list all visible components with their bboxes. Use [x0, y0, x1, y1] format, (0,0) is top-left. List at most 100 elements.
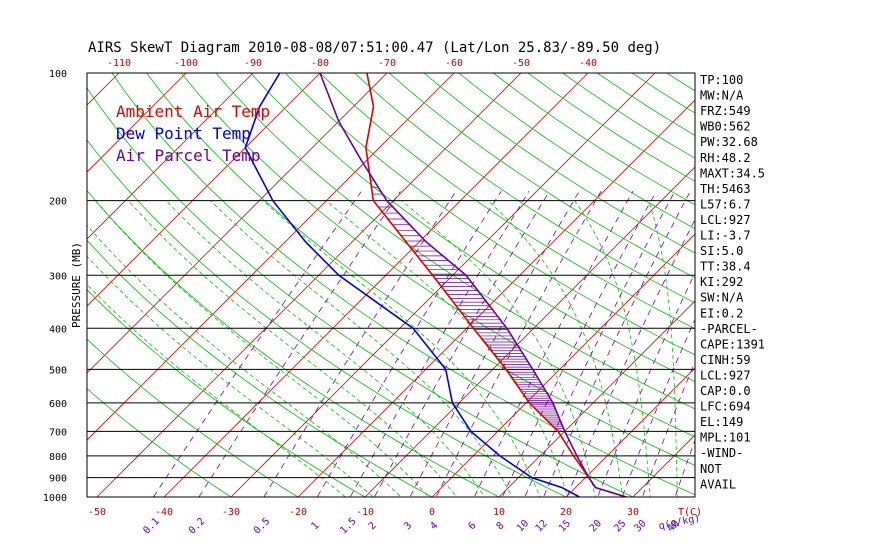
mixing-ratio-tick-label: 20 — [588, 518, 604, 534]
index-entry: LCL:927 — [700, 213, 751, 227]
mixing-ratio-line — [473, 191, 634, 497]
legend: Ambient Air Temp Dew Point Temp Air Parcel… — [116, 102, 270, 165]
pressure-tick-label: 900 — [49, 474, 67, 485]
isotherm-line — [87, 73, 321, 307]
mixing-ratio-tick-label: 2 — [367, 520, 379, 532]
dry-adiabat-line — [87, 239, 433, 497]
pressure-tick-label: 800 — [49, 452, 67, 463]
dry-adiabat-line — [215, 73, 695, 410]
legend-entry: Dew Point Temp — [116, 124, 251, 143]
bottom-temp-tick-label: -30 — [222, 507, 240, 518]
dry-adiabat-line — [423, 73, 695, 254]
isotherm-line — [163, 73, 589, 497]
mixing-ratio-tick-label: 15 — [557, 518, 573, 534]
x-axis-label: T(C) — [678, 507, 702, 518]
index-entry: MW:N/A — [700, 89, 744, 103]
top-temp-tick-label: -50 — [512, 58, 530, 69]
pressure-tick-label: 600 — [49, 399, 67, 410]
mixing-ratio-line — [263, 190, 457, 497]
isotherm-line — [565, 367, 695, 497]
mixing-ratio-line — [566, 218, 695, 497]
index-entry: SW:N/A — [700, 291, 744, 305]
mixing-ratio-tick-label: 0.5 — [252, 516, 273, 537]
index-entry: FRZ:549 — [700, 104, 751, 118]
index-entry: CAP:0.0 — [700, 384, 751, 398]
isotherm-line — [834, 73, 870, 497]
bottom-temp-tick-label: 0 — [429, 507, 435, 518]
bottom-temp-tick-label: -40 — [155, 507, 173, 518]
mixing-ratio-line — [597, 272, 695, 497]
pressure-tick-label: 700 — [49, 427, 67, 438]
mixing-ratio-tick-label: 12 — [534, 518, 550, 534]
isotherm-line — [87, 73, 187, 173]
bottom-temp-tick-label: 20 — [560, 507, 572, 518]
moist-adiabat-line — [87, 255, 374, 497]
mixing-ratio-tick-label: 10 — [515, 518, 531, 534]
dry-adiabat-line — [666, 73, 695, 92]
top-temp-tick-label: -110 — [107, 58, 131, 69]
mixing-ratio-tick-label: 25 — [612, 518, 628, 534]
dry-adiabat-line — [285, 73, 695, 356]
dry-adiabat-line — [146, 73, 695, 466]
dry-adiabat-line — [87, 388, 232, 497]
dry-adiabat-line — [87, 139, 567, 497]
top-temp-tick-label: -40 — [579, 58, 597, 69]
mixing-ratio-line — [374, 190, 550, 497]
mixing-ratio-tick-label: 4 — [428, 520, 440, 532]
index-entry: NOT — [700, 462, 722, 476]
top-temp-tick-label: -70 — [378, 58, 396, 69]
index-entry: -WIND- — [700, 446, 743, 460]
index-entry: TT:38.4 — [700, 260, 751, 274]
mixing-ratio-line — [316, 190, 502, 497]
moist-adiabat-line — [758, 201, 799, 506]
chart-title: AIRS SkewT Diagram 2010-08-08/07:51:00.4… — [88, 40, 661, 56]
index-entry: SI:5.0 — [700, 244, 743, 258]
moist-adiabat-line — [87, 283, 347, 497]
pressure-tick-label: 200 — [49, 197, 67, 208]
mixing-ratio-line — [152, 190, 362, 497]
series-line-air-parcel-temp — [319, 73, 627, 497]
index-entry: MPL:101 — [700, 431, 751, 445]
bottom-temp-tick-label: -50 — [88, 507, 106, 518]
dry-adiabat-line — [87, 189, 500, 497]
bottom-temp-tick-label: -20 — [289, 507, 307, 518]
index-entry: CAPE:1391 — [700, 337, 765, 351]
isotherm-line — [364, 166, 695, 497]
cape-hatch — [370, 179, 564, 430]
index-entry: WB0:562 — [700, 120, 751, 134]
mixing-ratio-line — [501, 191, 657, 497]
mixing-ratio-line — [641, 361, 695, 497]
moist-adiabat-line — [210, 200, 513, 497]
legend-entry: Air Parcel Temp — [116, 146, 261, 165]
mixing-ratio-tick-label: 0.1 — [141, 516, 162, 537]
index-entry: TH:5463 — [700, 182, 751, 196]
profiles — [244, 73, 627, 497]
pressure-tick-label: 1000 — [43, 493, 67, 504]
index-entry: L57:6.7 — [700, 197, 751, 211]
index-entry: TP:100 — [700, 73, 743, 87]
top-temp-tick-label: -100 — [174, 58, 198, 69]
mixing-ratio-line — [524, 191, 676, 497]
moist-adiabat-line — [648, 200, 678, 497]
mixing-ratio-tick-label: 1 — [309, 520, 321, 532]
dry-adiabat-line — [180, 73, 695, 438]
index-entry: LCL:927 — [700, 368, 751, 382]
isotherm-line — [0, 73, 52, 497]
y-axis-label: PRESSURE (MB) — [70, 242, 83, 328]
bottom-temp-tick-label: 30 — [627, 507, 639, 518]
moist-adiabat-line — [87, 224, 402, 497]
dry-adiabat-line — [111, 73, 695, 496]
isotherm-line — [87, 73, 455, 441]
index-entry: AVAIL — [700, 477, 736, 491]
dry-adiabat-line — [87, 338, 299, 497]
index-entry: CINH:59 — [700, 353, 751, 367]
plot-frame — [86, 72, 696, 498]
isotherm-line — [431, 233, 695, 497]
isotherm-line — [96, 73, 522, 497]
pressure-tick-label: 500 — [49, 365, 67, 376]
dry-adiabat-line — [354, 73, 695, 304]
moist-adiabat-line — [128, 200, 458, 497]
moist-adiabat-line — [325, 200, 569, 497]
mixing-ratio-line — [543, 191, 691, 497]
